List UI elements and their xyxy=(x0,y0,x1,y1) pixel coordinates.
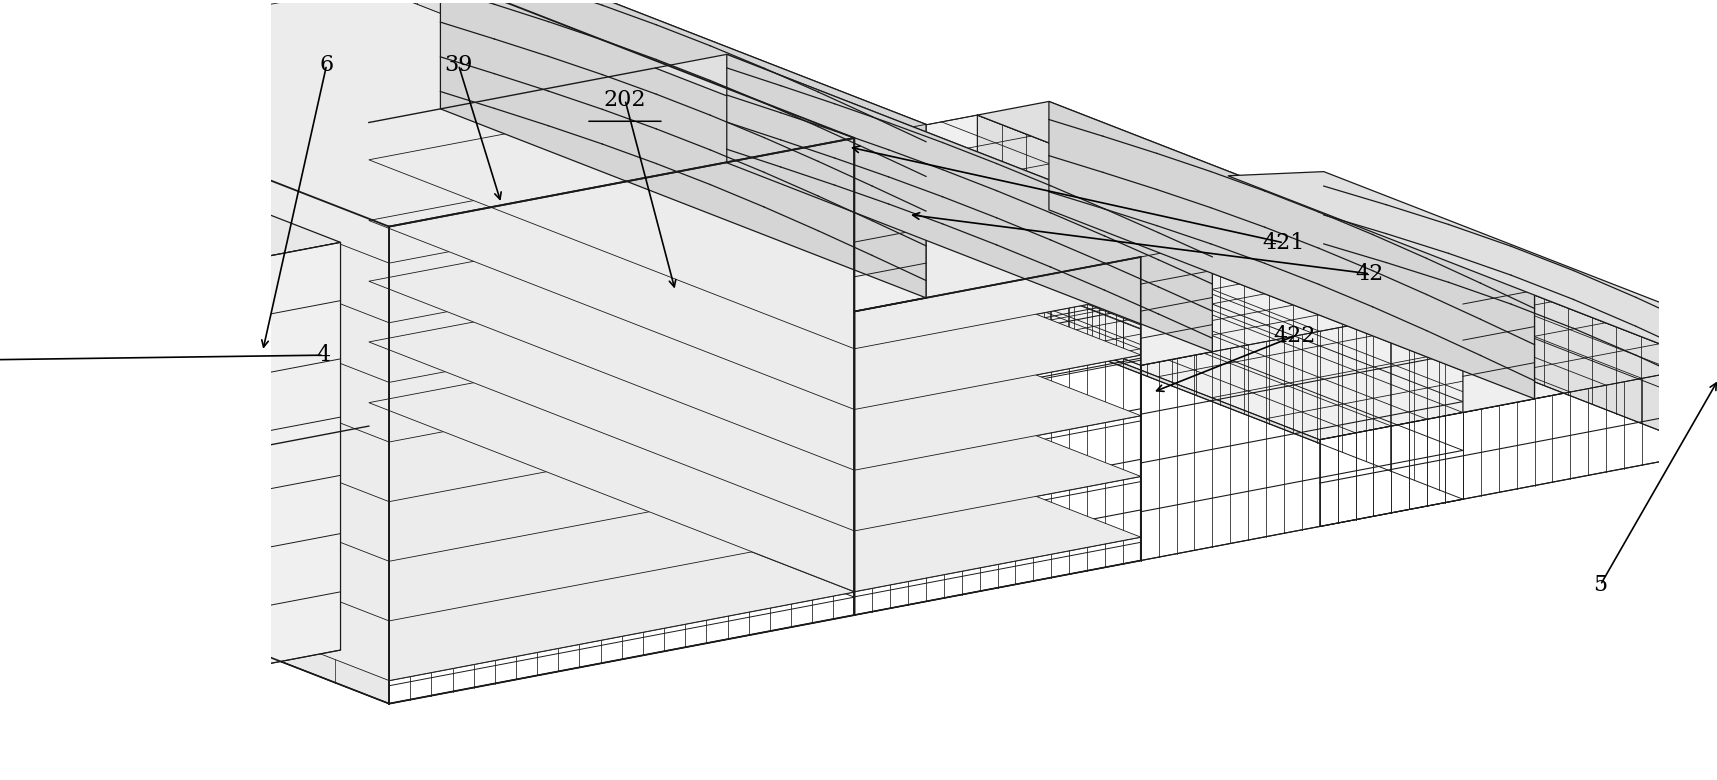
Polygon shape xyxy=(855,124,925,311)
Polygon shape xyxy=(1320,365,1714,526)
Polygon shape xyxy=(369,348,1140,592)
Text: 202: 202 xyxy=(604,89,646,111)
Polygon shape xyxy=(977,115,1463,499)
Polygon shape xyxy=(0,37,390,704)
Text: 421: 421 xyxy=(1262,232,1305,254)
Polygon shape xyxy=(369,0,855,311)
Polygon shape xyxy=(0,224,855,502)
Polygon shape xyxy=(369,105,1140,349)
Polygon shape xyxy=(0,284,855,562)
Polygon shape xyxy=(656,115,1463,365)
Polygon shape xyxy=(0,91,340,260)
Polygon shape xyxy=(369,288,1140,531)
Polygon shape xyxy=(0,108,251,667)
Polygon shape xyxy=(1228,172,1717,365)
Text: 6: 6 xyxy=(319,54,333,76)
Text: 4: 4 xyxy=(318,344,331,366)
Polygon shape xyxy=(1463,290,1535,413)
Polygon shape xyxy=(0,0,855,227)
Polygon shape xyxy=(656,68,1140,365)
Polygon shape xyxy=(656,55,1212,257)
Polygon shape xyxy=(369,166,1140,410)
Polygon shape xyxy=(1714,342,1717,452)
Polygon shape xyxy=(977,101,1535,304)
Polygon shape xyxy=(369,68,1140,311)
Polygon shape xyxy=(0,403,855,681)
Text: 42: 42 xyxy=(1356,263,1384,285)
Polygon shape xyxy=(0,165,855,442)
Text: 39: 39 xyxy=(445,54,472,76)
Polygon shape xyxy=(369,227,1140,470)
Polygon shape xyxy=(0,105,855,382)
Polygon shape xyxy=(369,0,925,138)
Polygon shape xyxy=(441,0,925,298)
Polygon shape xyxy=(855,257,1140,615)
Polygon shape xyxy=(1140,243,1212,365)
Polygon shape xyxy=(0,45,855,323)
Polygon shape xyxy=(1228,176,1714,452)
Polygon shape xyxy=(1049,101,1535,399)
Polygon shape xyxy=(0,343,855,621)
Polygon shape xyxy=(251,243,340,667)
Polygon shape xyxy=(390,138,855,704)
Text: 5: 5 xyxy=(1593,574,1607,596)
Polygon shape xyxy=(0,0,855,263)
Polygon shape xyxy=(726,55,1212,352)
Text: 422: 422 xyxy=(1274,324,1317,347)
Polygon shape xyxy=(834,176,1714,440)
Polygon shape xyxy=(1140,304,1463,561)
